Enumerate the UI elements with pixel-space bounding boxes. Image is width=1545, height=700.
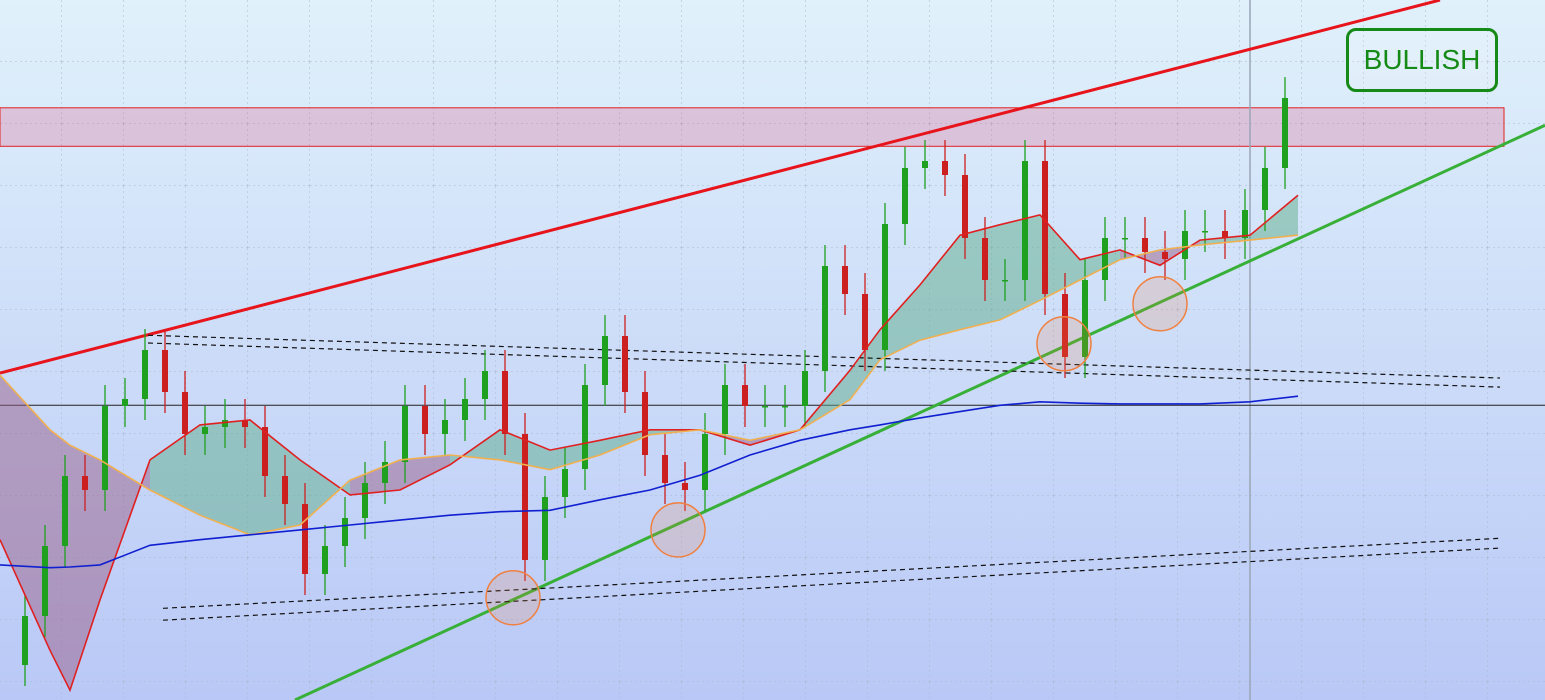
candle-body bbox=[282, 476, 288, 504]
candle-body bbox=[1082, 280, 1088, 357]
ma-band bbox=[960, 224, 1000, 330]
candle-body bbox=[582, 385, 588, 469]
candle-body bbox=[1222, 231, 1228, 238]
candle-body bbox=[742, 385, 748, 406]
candle-body bbox=[962, 175, 968, 238]
candle-body bbox=[1122, 238, 1128, 240]
ma-band bbox=[880, 284, 920, 360]
candle-body bbox=[402, 406, 408, 462]
candle-body bbox=[202, 427, 208, 434]
candle-body bbox=[422, 406, 428, 434]
resistance-zone bbox=[0, 107, 1505, 147]
ma-band bbox=[400, 455, 450, 490]
candle-body bbox=[842, 266, 848, 294]
candle-body bbox=[142, 350, 148, 399]
candle-body bbox=[982, 238, 988, 280]
ma-band bbox=[1040, 214, 1080, 301]
candle-body bbox=[622, 336, 628, 392]
candle-body bbox=[1242, 210, 1248, 238]
candle-body bbox=[642, 392, 648, 455]
trendline bbox=[0, 0, 1441, 375]
trendline bbox=[294, 123, 1545, 700]
candle-body bbox=[1202, 231, 1208, 233]
candle-body bbox=[382, 462, 388, 483]
ma-band bbox=[0, 375, 50, 651]
candle-body bbox=[242, 420, 248, 427]
candle-body bbox=[942, 161, 948, 175]
ma-band bbox=[150, 424, 200, 516]
candle-body bbox=[1282, 98, 1288, 168]
ma-band bbox=[920, 235, 960, 341]
candle-body bbox=[682, 483, 688, 490]
candle-body bbox=[662, 455, 668, 483]
candle-body bbox=[502, 371, 508, 434]
ma-band bbox=[200, 420, 250, 535]
candle-body bbox=[1002, 280, 1008, 282]
highlight-circle bbox=[650, 502, 706, 558]
candle-body bbox=[182, 392, 188, 434]
candle-body bbox=[42, 546, 48, 616]
trendline bbox=[162, 537, 1501, 609]
candle-body bbox=[562, 469, 568, 497]
candle-body bbox=[362, 483, 368, 518]
moving-average bbox=[0, 194, 1299, 693]
candle-body bbox=[342, 518, 348, 546]
bullish-label: BULLISH bbox=[1346, 28, 1498, 92]
highlight-circle bbox=[485, 570, 541, 626]
candle-body bbox=[1022, 161, 1028, 280]
candle-body bbox=[442, 420, 448, 434]
candle-body bbox=[1142, 238, 1148, 252]
candle-body bbox=[922, 161, 928, 168]
trendline bbox=[162, 547, 1501, 621]
candle-body bbox=[22, 616, 28, 665]
candle-body bbox=[302, 504, 308, 574]
candle-body bbox=[1182, 231, 1188, 259]
candle-body bbox=[1162, 252, 1168, 259]
highlight-circle bbox=[1036, 315, 1092, 372]
candle-body bbox=[722, 385, 728, 434]
candle-body bbox=[62, 476, 68, 546]
candle-body bbox=[1262, 168, 1268, 210]
highlight-circle bbox=[1132, 276, 1188, 332]
candle-body bbox=[162, 350, 168, 392]
candle-body bbox=[1102, 238, 1108, 280]
candle-body bbox=[822, 266, 828, 371]
candle-body bbox=[262, 427, 268, 476]
candle-body bbox=[802, 371, 808, 406]
candle-body bbox=[862, 294, 868, 350]
ma-band bbox=[300, 459, 350, 525]
ma-band bbox=[50, 429, 70, 691]
candle-body bbox=[782, 406, 788, 408]
candle-body bbox=[1062, 294, 1068, 357]
candle-body bbox=[222, 420, 228, 427]
candle-body bbox=[82, 476, 88, 490]
candle-body bbox=[602, 336, 608, 385]
candle-body bbox=[702, 434, 708, 490]
candle-body bbox=[902, 168, 908, 224]
ma-band bbox=[1250, 195, 1298, 241]
moving-average bbox=[0, 234, 1299, 536]
ma-band bbox=[600, 429, 650, 455]
candle-body bbox=[102, 406, 108, 490]
candle-body bbox=[522, 434, 528, 560]
candle-body bbox=[762, 406, 768, 408]
moving-average bbox=[0, 395, 1299, 569]
candle-body bbox=[482, 371, 488, 399]
ma-band bbox=[1000, 214, 1040, 320]
candle-body bbox=[322, 546, 328, 574]
candle-body bbox=[882, 224, 888, 350]
candle-body bbox=[462, 399, 468, 420]
candle-body bbox=[1042, 161, 1048, 294]
candle-body bbox=[122, 399, 128, 406]
ma-band bbox=[70, 445, 100, 691]
candle-body bbox=[542, 497, 548, 560]
